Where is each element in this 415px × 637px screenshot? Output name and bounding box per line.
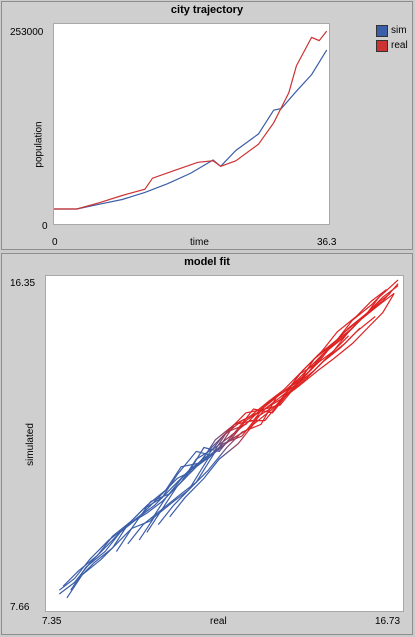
series-line-real [54,30,328,210]
series-line-10 [157,292,391,525]
chart-title: city trajectory [170,4,244,16]
series-line-8 [138,292,395,541]
legend-swatch-sim [376,24,388,37]
chart-title: model fit [184,256,230,268]
x-min-label: 0 [52,237,58,248]
x-axis-label: time [190,237,209,248]
series-line-sim [54,49,328,210]
series-line-1 [58,292,395,595]
model-fit-panel: model fit 16.35 7.66 simulated 7.35 real… [1,253,413,635]
model-fit-plot [58,279,399,599]
y-min-label: 0 [42,221,48,232]
y-max-label: 253000 [10,27,44,38]
x-axis-label: real [210,616,227,627]
x-max-label: 36.3 [317,237,337,248]
series-line-5 [74,335,350,583]
legend-label-real: real [391,40,408,51]
series-line-11 [169,300,384,518]
legend: sim real [376,23,408,53]
legend-item-sim: sim [376,23,408,38]
x-max-label: 16.73 [375,616,401,627]
city-trajectory-panel: city trajectory 253000 0 population 0 ti… [1,1,413,250]
y-max-label: 16.35 [10,278,36,289]
legend-swatch-real [376,39,388,52]
legend-item-real: real [376,38,408,53]
y-min-label: 7.66 [10,602,30,613]
plot-area [53,23,330,225]
legend-label-sim: sim [391,25,407,36]
y-axis-label: population [33,121,45,168]
y-axis-label: simulated [24,423,36,466]
x-min-label: 7.35 [42,616,62,627]
city-trajectory-plot [54,30,328,210]
